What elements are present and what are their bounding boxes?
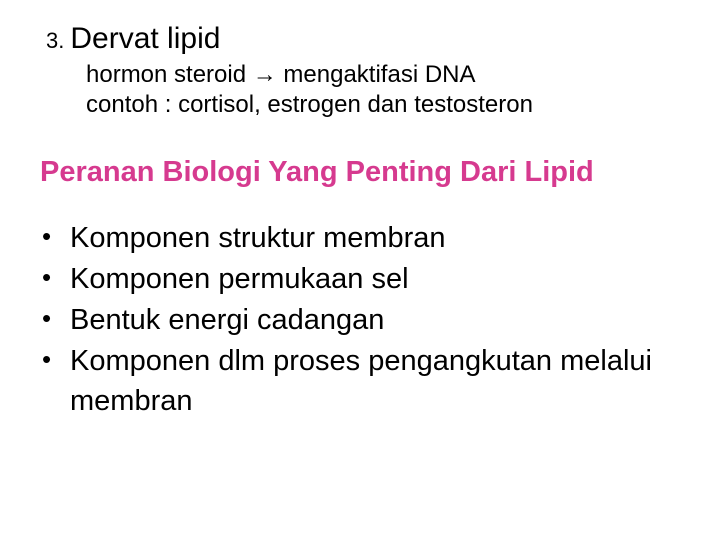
numbered-item-3: 3. Dervat lipid: [46, 22, 692, 56]
bullet-text: Komponen struktur membran: [70, 219, 692, 258]
bullet-mark-icon: •: [42, 342, 70, 377]
list-item: • Bentuk energi cadangan: [42, 301, 692, 340]
bullet-list: • Komponen struktur membran • Komponen p…: [42, 219, 692, 421]
section-heading: Peranan Biologi Yang Penting Dari Lipid: [40, 156, 692, 189]
bullet-mark-icon: •: [42, 301, 70, 336]
bullet-mark-icon: •: [42, 219, 70, 254]
bullet-text: Bentuk energi cadangan: [70, 301, 692, 340]
list-item: • Komponen dlm proses pengangkutan melal…: [42, 342, 692, 420]
item-sublines: hormon steroid → mengaktifasi DNA contoh…: [86, 60, 692, 120]
bullet-mark-icon: •: [42, 260, 70, 295]
item-subline-2: contoh : cortisol, estrogen dan testoste…: [86, 90, 692, 120]
bullet-text: Komponen permukaan sel: [70, 260, 692, 299]
item-title: Dervat lipid: [70, 22, 220, 56]
item-number: 3.: [46, 28, 64, 54]
list-item: • Komponen permukaan sel: [42, 260, 692, 299]
item-subline-1: hormon steroid → mengaktifasi DNA: [86, 60, 692, 90]
list-item: • Komponen struktur membran: [42, 219, 692, 258]
bullet-text: Komponen dlm proses pengangkutan melalui…: [70, 342, 692, 420]
